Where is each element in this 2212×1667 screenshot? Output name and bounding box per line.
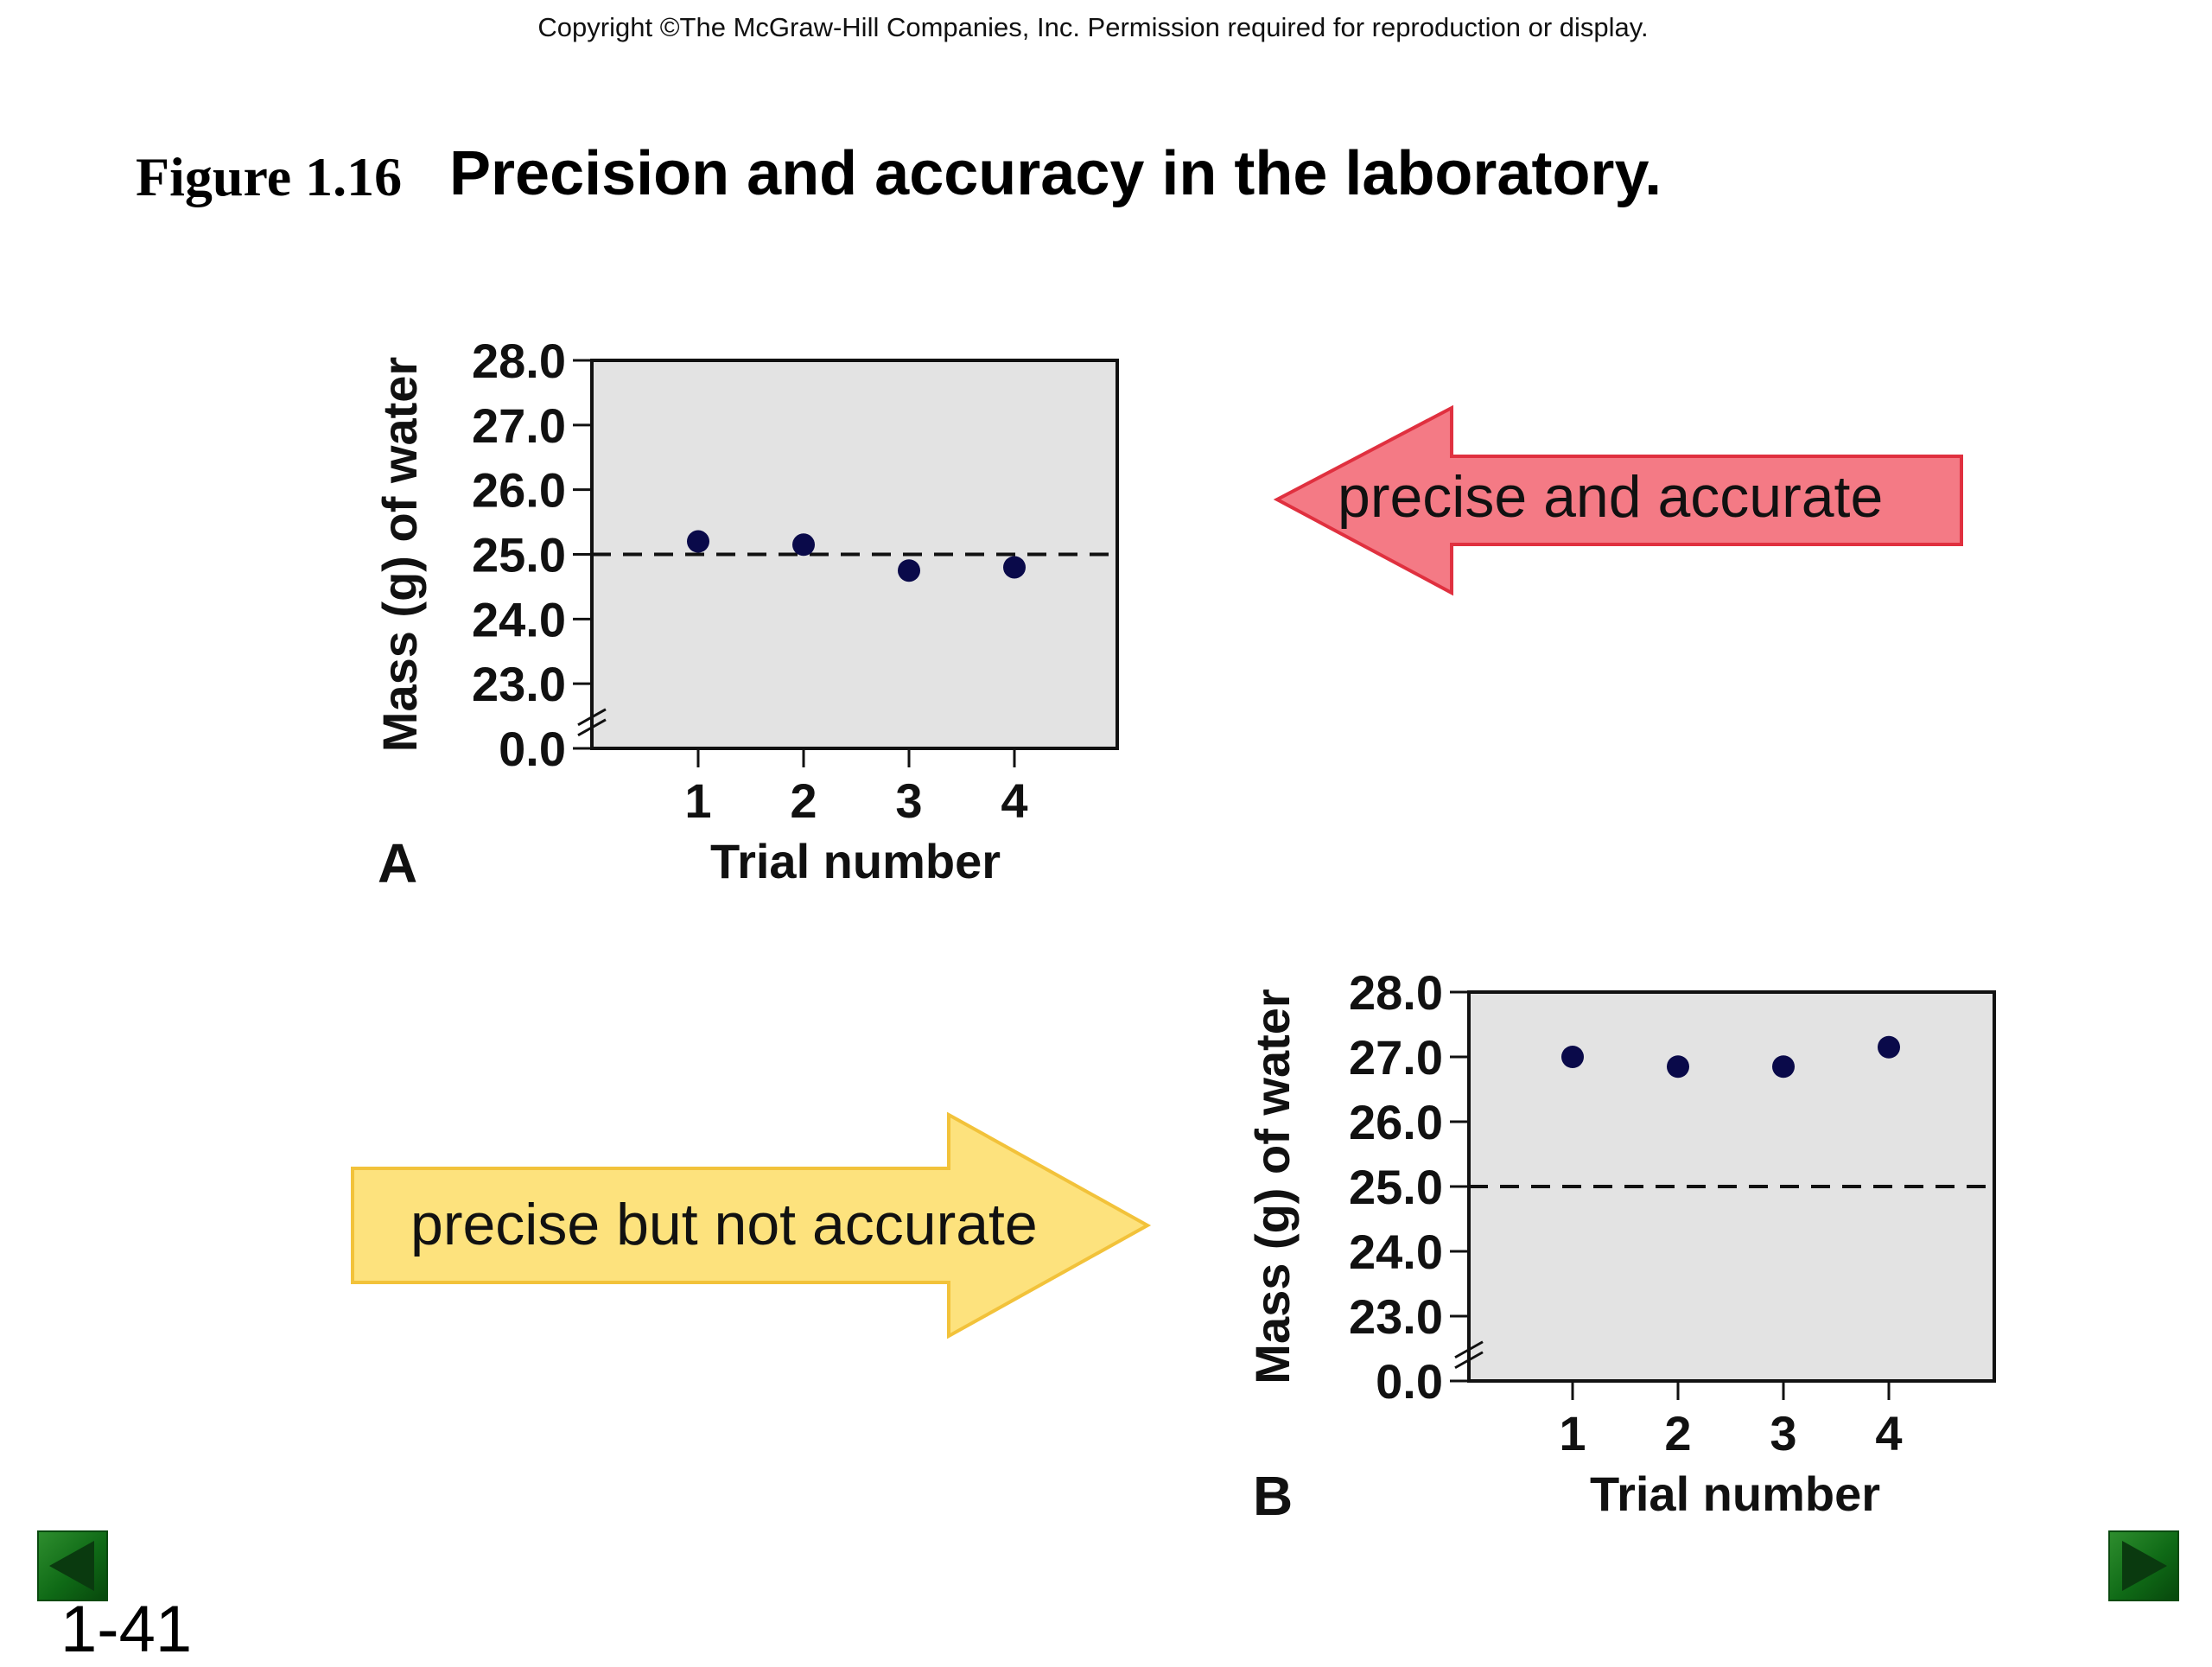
triangle-left-icon <box>49 1541 94 1591</box>
arrow-precise-and-accurate: precise and accurate <box>1273 404 1963 596</box>
y-tick-label: 28.0 <box>1349 965 1443 1020</box>
y-tick-label: 0.0 <box>499 722 566 776</box>
y-tick-label: 25.0 <box>1349 1160 1443 1214</box>
data-point <box>1003 556 1026 579</box>
y-tick-label: 27.0 <box>1349 1030 1443 1085</box>
y-tick-label: 27.0 <box>472 398 566 453</box>
y-tick-label: 24.0 <box>472 592 566 646</box>
x-tick-label: 4 <box>1001 773 1027 828</box>
data-point <box>792 533 815 557</box>
arrow-precise-but-not-accurate: precise but not accurate <box>351 1111 1152 1339</box>
x-axis-label: Trial number <box>710 834 1001 888</box>
left-arrow-shape <box>1273 404 1963 596</box>
y-tick-label: 26.0 <box>1349 1095 1443 1149</box>
data-point <box>1561 1046 1584 1068</box>
x-tick-label: 2 <box>1664 1406 1691 1460</box>
axis-break-mark <box>1454 1351 1484 1370</box>
previous-slide-button[interactable] <box>37 1530 108 1601</box>
triangle-right-icon <box>2122 1541 2167 1591</box>
y-tick-label: 23.0 <box>472 657 566 711</box>
data-point <box>898 559 920 582</box>
x-tick-label: 3 <box>895 773 922 828</box>
y-axis-label: Mass (g) of water <box>1245 989 1300 1384</box>
x-tick-label: 1 <box>1559 1406 1586 1460</box>
data-point <box>1667 1055 1689 1078</box>
x-tick-label: 2 <box>790 773 817 828</box>
panel-letter: B <box>1253 1465 1293 1527</box>
panel-letter: A <box>378 832 417 894</box>
chart-panel-b: 28.0 27.0 26.0 25.0 24.0 23.0 0.0 1 2 3 4 Trial num… <box>1245 965 1996 1527</box>
right-arrow-shape <box>351 1111 1152 1339</box>
x-axis-label: Trial number <box>1590 1467 1880 1521</box>
next-slide-button[interactable] <box>2108 1530 2179 1601</box>
arrow-label-top: precise and accurate <box>1338 464 1883 530</box>
x-tick-label: 1 <box>684 773 711 828</box>
figure-label: Figure 1.16 <box>136 146 403 207</box>
y-tick-label: 28.0 <box>472 334 566 388</box>
x-tick-label: 3 <box>1770 1406 1796 1460</box>
axis-break-mark <box>577 718 607 737</box>
axis-break-mark <box>1454 1340 1484 1359</box>
y-tick-label: 23.0 <box>1349 1289 1443 1344</box>
page-number: 1-41 <box>60 1593 193 1666</box>
data-point <box>687 530 709 553</box>
x-tick-label: 4 <box>1875 1406 1902 1460</box>
axis-break-mark <box>577 708 607 727</box>
copyright-notice: Copyright ©The McGraw-Hill Companies, In… <box>537 12 1649 42</box>
y-tick-label: 25.0 <box>472 528 566 582</box>
y-axis-label: Mass (g) of water <box>372 357 427 752</box>
y-tick-label: 26.0 <box>472 463 566 518</box>
data-point <box>1772 1055 1795 1078</box>
y-tick-label: 24.0 <box>1349 1225 1443 1279</box>
arrow-label-bottom: precise but not accurate <box>410 1192 1038 1257</box>
y-tick-label: 0.0 <box>1376 1354 1443 1409</box>
data-point <box>1878 1035 1900 1059</box>
figure-title: Precision and accuracy in the laboratory… <box>449 139 1662 208</box>
